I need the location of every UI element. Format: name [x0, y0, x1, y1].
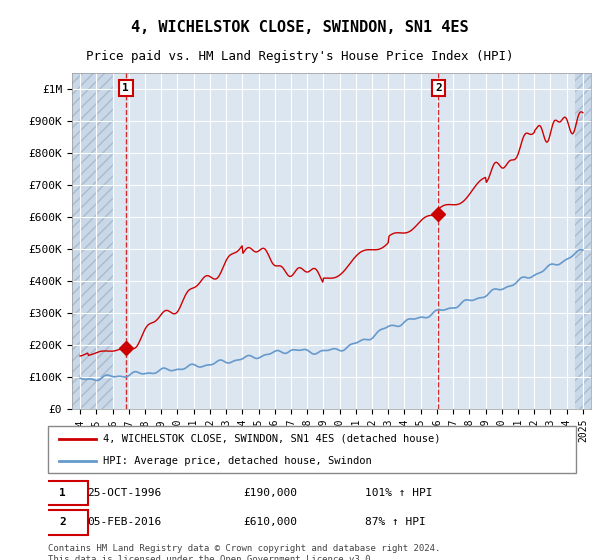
FancyBboxPatch shape	[37, 480, 88, 505]
FancyBboxPatch shape	[48, 426, 576, 473]
Text: HPI: Average price, detached house, Swindon: HPI: Average price, detached house, Swin…	[103, 456, 372, 466]
Text: £610,000: £610,000	[244, 517, 298, 528]
Text: 4, WICHELSTOK CLOSE, SWINDON, SN1 4ES (detached house): 4, WICHELSTOK CLOSE, SWINDON, SN1 4ES (d…	[103, 434, 441, 444]
Text: 87% ↑ HPI: 87% ↑ HPI	[365, 517, 425, 528]
Text: Price paid vs. HM Land Registry's House Price Index (HPI): Price paid vs. HM Land Registry's House …	[86, 50, 514, 63]
Text: 2: 2	[59, 517, 65, 528]
Text: £190,000: £190,000	[244, 488, 298, 498]
Text: 25-OCT-1996: 25-OCT-1996	[88, 488, 162, 498]
Text: 05-FEB-2016: 05-FEB-2016	[88, 517, 162, 528]
Bar	[72, 73, 113, 409]
Text: 2: 2	[435, 83, 442, 93]
Text: 1: 1	[122, 83, 129, 93]
Text: Contains HM Land Registry data © Crown copyright and database right 2024.
This d: Contains HM Land Registry data © Crown c…	[48, 544, 440, 560]
Text: 4, WICHELSTOK CLOSE, SWINDON, SN1 4ES: 4, WICHELSTOK CLOSE, SWINDON, SN1 4ES	[131, 20, 469, 35]
Bar	[575, 73, 591, 409]
FancyBboxPatch shape	[37, 510, 88, 535]
Text: 1: 1	[59, 488, 65, 498]
Text: 101% ↑ HPI: 101% ↑ HPI	[365, 488, 432, 498]
